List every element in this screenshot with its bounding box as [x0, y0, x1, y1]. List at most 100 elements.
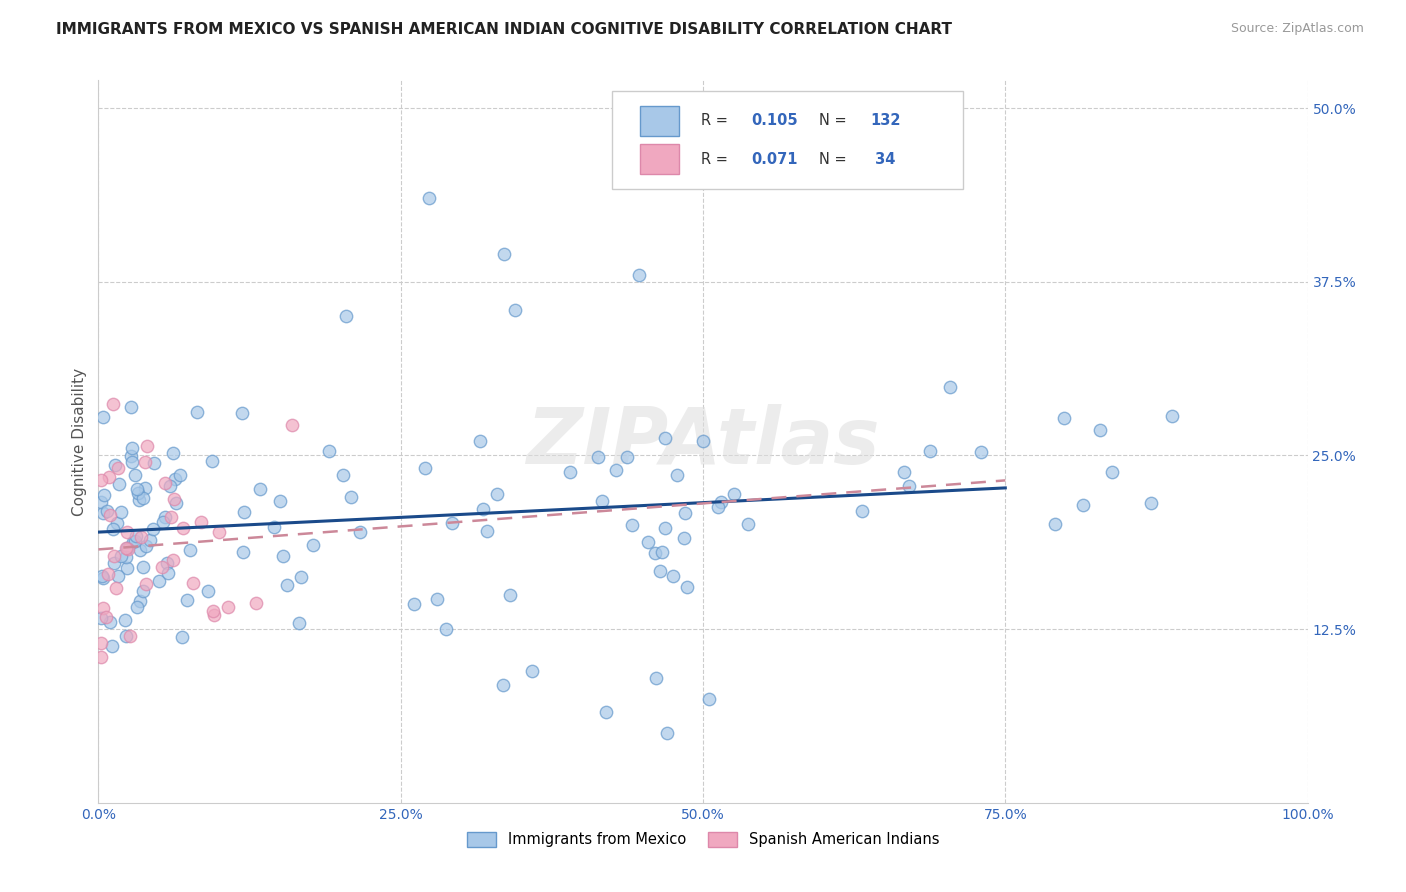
Point	[1071, 498, 1094, 512]
Point	[692, 434, 714, 448]
Point	[706, 500, 728, 514]
Point	[893, 466, 915, 480]
Point	[91, 410, 114, 425]
Point	[231, 406, 253, 420]
Point	[176, 592, 198, 607]
Point	[163, 491, 186, 506]
Text: R =: R =	[700, 152, 733, 167]
Point	[124, 529, 146, 543]
Point	[651, 545, 673, 559]
Point	[697, 691, 720, 706]
Point	[491, 678, 513, 692]
Point	[249, 482, 271, 496]
Point	[124, 467, 146, 482]
Point	[90, 495, 112, 509]
Point	[232, 505, 254, 519]
Point	[186, 405, 208, 419]
Point	[605, 463, 627, 477]
Point	[655, 726, 678, 740]
Point	[129, 593, 152, 607]
Point	[101, 522, 124, 536]
Point	[472, 502, 495, 516]
Text: ZIPAtlas: ZIPAtlas	[526, 403, 880, 480]
Point	[91, 601, 114, 615]
Text: N =: N =	[820, 112, 851, 128]
Point	[115, 629, 138, 643]
Point	[110, 549, 132, 564]
Point	[162, 446, 184, 460]
Point	[475, 524, 498, 539]
Text: N =: N =	[820, 152, 851, 167]
Text: IMMIGRANTS FROM MEXICO VS SPANISH AMERICAN INDIAN COGNITIVE DISABILITY CORRELATI: IMMIGRANTS FROM MEXICO VS SPANISH AMERIC…	[56, 22, 952, 37]
Point	[426, 591, 449, 606]
Point	[851, 504, 873, 518]
Point	[648, 564, 671, 578]
Bar	[640, 144, 679, 174]
Point	[245, 595, 267, 609]
Text: 132: 132	[870, 112, 900, 128]
Point	[179, 543, 201, 558]
Point	[156, 556, 179, 570]
Point	[492, 247, 515, 261]
Point	[121, 442, 143, 456]
Point	[132, 491, 155, 505]
Point	[288, 616, 311, 631]
Text: 0.105: 0.105	[751, 112, 799, 128]
Point	[120, 401, 142, 415]
Point	[125, 600, 148, 615]
Text: R =: R =	[700, 112, 733, 128]
Point	[96, 504, 118, 518]
Point	[132, 583, 155, 598]
Point	[165, 496, 187, 510]
Point	[591, 494, 613, 508]
Bar	[640, 105, 679, 136]
Point	[90, 649, 112, 664]
Point	[135, 439, 157, 453]
Point	[159, 479, 181, 493]
Point	[723, 487, 745, 501]
Point	[97, 566, 120, 581]
Point	[134, 481, 156, 495]
Point	[217, 599, 239, 614]
Point	[121, 455, 143, 469]
Point	[160, 510, 183, 524]
Point	[101, 640, 124, 654]
Point	[117, 542, 139, 557]
Point	[142, 456, 165, 470]
Point	[139, 533, 162, 548]
Point	[499, 588, 522, 602]
Point	[276, 578, 298, 592]
Point	[332, 467, 354, 482]
Y-axis label: Cognitive Disability: Cognitive Disability	[72, 368, 87, 516]
Point	[418, 191, 440, 205]
Point	[90, 636, 112, 650]
Text: 0.071: 0.071	[751, 152, 797, 167]
Point	[124, 534, 146, 549]
Point	[620, 518, 643, 533]
Point	[150, 559, 173, 574]
Point	[673, 531, 696, 545]
Point	[263, 520, 285, 534]
Point	[129, 543, 152, 558]
Point	[666, 468, 689, 483]
Point	[318, 444, 340, 458]
Point	[434, 622, 457, 636]
Point	[115, 561, 138, 575]
Point	[918, 444, 941, 458]
Point	[627, 268, 650, 282]
FancyBboxPatch shape	[613, 91, 963, 189]
Point	[120, 449, 142, 463]
Point	[340, 491, 363, 505]
Point	[588, 450, 610, 464]
Point	[441, 516, 464, 531]
Point	[269, 494, 291, 508]
Point	[202, 608, 225, 623]
Text: 34: 34	[870, 152, 896, 167]
Point	[662, 569, 685, 583]
Point	[281, 418, 304, 433]
Point	[90, 611, 112, 625]
Point	[98, 508, 121, 522]
Point	[100, 615, 122, 629]
Point	[558, 465, 581, 479]
Point	[172, 630, 194, 644]
